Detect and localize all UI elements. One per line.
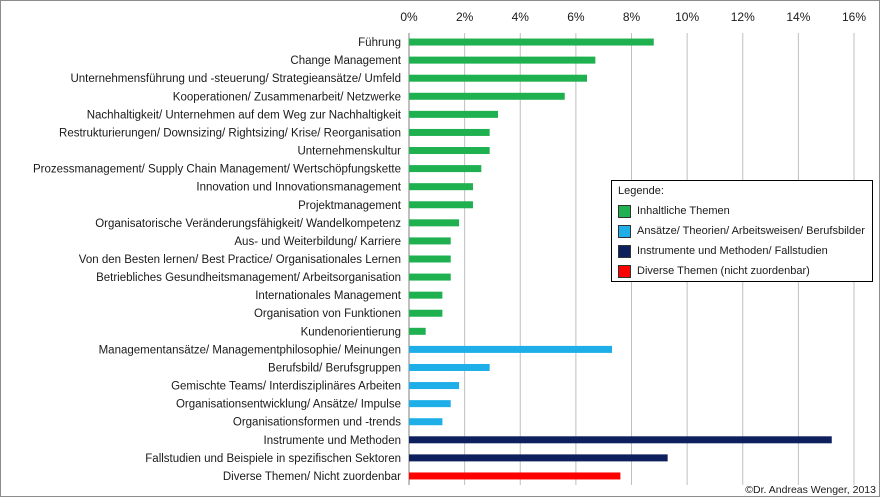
x-tick-label: 10% [675, 10, 699, 24]
legend-title: Legende: [618, 185, 664, 197]
category-label: Change Management [290, 55, 401, 67]
category-label: Organisationsentwicklung/ Ansätze/ Impul… [176, 399, 401, 411]
category-label: Führung [358, 37, 401, 49]
bar [409, 219, 460, 227]
legend-swatch [618, 244, 631, 258]
x-tick-label: 2% [456, 10, 474, 24]
x-tick-label: 4% [512, 10, 530, 24]
category-label: Kundenorientierung [301, 326, 401, 338]
category-label: Internationales Management [255, 290, 402, 302]
category-label: Prozessmanagement/ Supply Chain Manageme… [33, 164, 401, 176]
category-label: Unternehmenskultur [297, 146, 401, 158]
legend-swatch [618, 264, 631, 278]
bar [409, 255, 451, 263]
bar [409, 436, 832, 444]
x-tick-label: 8% [623, 10, 641, 24]
bar [409, 454, 668, 462]
category-labels: Führung Change Management Unternehmensführ… [33, 37, 402, 483]
bar [409, 147, 490, 155]
legend-item: Diverse Themen (nicht zuordenbar) [618, 261, 866, 281]
bar [409, 165, 482, 173]
category-label: Von den Besten lernen/ Best Practice/ Or… [79, 254, 401, 266]
bar [409, 237, 451, 245]
legend-swatch [618, 204, 631, 218]
category-label: Gemischte Teams/ Interdisziplinäres Arbe… [171, 381, 401, 393]
bar [409, 291, 443, 299]
category-label: Nachhaltigkeit/ Unternehmen auf dem Weg … [87, 109, 402, 121]
category-label: Organisation von Funktionen [254, 308, 401, 320]
category-label: Betriebliches Gesundheitsmanagement/ Arb… [96, 272, 401, 284]
bar [409, 201, 473, 209]
bar [409, 309, 443, 317]
bar [409, 110, 498, 118]
bar [409, 38, 654, 46]
legend-label: Instrumente und Methoden/ Fallstudien [637, 245, 828, 257]
bar [409, 400, 451, 408]
legend-item: Instrumente und Methoden/ Fallstudien [618, 241, 866, 261]
category-label: Projektmanagement [298, 200, 402, 212]
legend-label: Diverse Themen (nicht zuordenbar) [637, 265, 810, 277]
x-tick-label: 16% [842, 10, 866, 24]
bar [409, 418, 443, 426]
category-label: Fallstudien und Beispiele in spezifische… [145, 453, 401, 465]
bar [409, 327, 426, 335]
x-tick-label: 0% [400, 10, 418, 24]
bar [409, 363, 490, 371]
category-label: Instrumente und Methoden [264, 435, 401, 447]
category-label: Kooperationen/ Zusammenarbeit/ Netzwerke [173, 91, 401, 103]
legend: Legende: Inhaltliche Themen Ansätze/ The… [611, 180, 873, 282]
legend-swatch [618, 224, 631, 238]
x-tick-label: 12% [731, 10, 755, 24]
category-label: Aus- und Weiterbildung/ Karriere [234, 236, 401, 248]
bar [409, 345, 613, 353]
legend-item: Ansätze/ Theorien/ Arbeitsweisen/ Berufs… [618, 221, 866, 241]
bar [409, 128, 490, 136]
category-label: Innovation und Innovationsmanagement [196, 182, 401, 194]
category-label: Organisatorische Veränderungsfähigkeit/ … [95, 218, 401, 230]
category-label: Organisationsformen und -trends [233, 417, 401, 429]
x-axis-ticks: 0% 2% 4% 6% 8% 10% 12% 14% 16% [400, 10, 866, 24]
bar [409, 74, 587, 82]
bar [409, 56, 596, 64]
bar [409, 183, 473, 191]
category-label: Unternehmensführung und -steuerung/ Stra… [70, 73, 401, 85]
bar [409, 273, 451, 281]
category-label: Managementansätze/ Managementphilosophie… [99, 344, 401, 356]
bar [409, 92, 565, 100]
bar [409, 472, 621, 480]
legend-label: Ansätze/ Theorien/ Arbeitsweisen/ Berufs… [637, 225, 865, 237]
category-label: Diverse Themen/ Nicht zuordenbar [223, 471, 401, 483]
bars [409, 38, 832, 480]
bar [409, 382, 460, 390]
legend-label: Inhaltliche Themen [637, 205, 730, 217]
x-tick-label: 6% [567, 10, 585, 24]
copyright-credit: ©Dr. Andreas Wenger, 2013 [745, 484, 876, 496]
x-tick-label: 14% [786, 10, 810, 24]
legend-item: Inhaltliche Themen [618, 201, 866, 221]
category-label: Restrukturierungen/ Downsizing/ Rightsiz… [59, 127, 401, 139]
category-label: Berufsbild/ Berufsgruppen [268, 362, 401, 374]
